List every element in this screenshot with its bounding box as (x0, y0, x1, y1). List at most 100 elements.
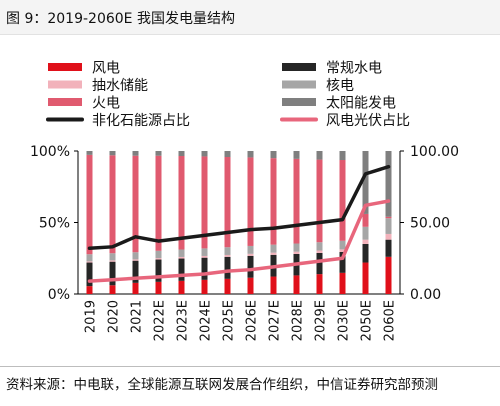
bar-segment-series-5 (247, 157, 254, 246)
bar-segment-series-3 (155, 258, 162, 260)
bar-segment-series-6 (224, 151, 231, 158)
bar-segment-series-1 (385, 256, 392, 294)
bar-segment-series-6 (155, 151, 162, 156)
bar-segment-series-6 (201, 151, 208, 157)
bar-segment-series-5 (362, 213, 369, 227)
bar-segment-series-3 (201, 255, 208, 258)
bar-segment-series-6 (339, 151, 346, 161)
point-series-8 (88, 279, 91, 283)
bar-segment-series-2 (316, 252, 323, 275)
point-series-7 (318, 221, 321, 224)
bar-segment-series-2 (155, 259, 162, 282)
bar-segment-series-6 (270, 151, 277, 159)
bar-segment-series-4 (270, 244, 277, 253)
point-series-7 (341, 218, 344, 222)
bar-segment-series-2 (132, 260, 139, 283)
legend-swatch-series-3 (48, 80, 82, 89)
point-series-7 (364, 172, 367, 176)
bar-segment-series-4 (109, 253, 116, 261)
x-tick-label: 2029E (314, 300, 329, 341)
bar-segment-series-1 (109, 285, 116, 294)
bar-segment-series-1 (293, 275, 300, 294)
point-series-7 (88, 246, 91, 250)
bar-segment-series-3 (270, 252, 277, 255)
legend-swatch-series-1 (48, 63, 82, 71)
bar-segment-series-4 (316, 242, 323, 251)
bar-segment-series-4 (201, 248, 208, 256)
bar-segment-series-6 (362, 151, 369, 214)
point-series-8 (295, 262, 298, 266)
bar-segment-series-5 (109, 155, 116, 254)
bar-segment-series-4 (86, 254, 93, 262)
bar-segment-series-4 (132, 252, 139, 260)
bar-segment-series-2 (178, 258, 185, 281)
legend-label-series-4: 核电 (326, 78, 354, 94)
bar-segment-series-4 (178, 249, 185, 257)
point-series-8 (111, 278, 114, 282)
line-series-7 (87, 164, 391, 250)
point-series-8 (226, 269, 229, 273)
y-left-tick-label: 0% (48, 287, 70, 303)
point-series-8 (341, 256, 344, 260)
bar-segment-series-3 (132, 259, 139, 261)
point-series-8 (203, 272, 206, 276)
bar-segment-series-1 (224, 278, 231, 294)
figure-title: 图 9：2019-2060E 我国发电量结构 (6, 11, 235, 27)
bar-segment-series-3 (109, 260, 116, 262)
y-right-tick-label: 100.00 (410, 144, 459, 160)
legend-label-series-3: 抽水储能 (92, 78, 148, 94)
bar-segment-series-5 (385, 216, 392, 219)
x-tick-label: 2025E (222, 300, 237, 341)
point-series-8 (180, 273, 183, 277)
x-tick-label: 2020 (107, 300, 122, 333)
bar-segment-series-1 (178, 280, 185, 294)
bar-segment-series-1 (339, 272, 346, 294)
bar-segment-series-1 (201, 279, 208, 294)
bar-segment-series-6 (86, 151, 93, 155)
bar-segment-series-6 (316, 151, 323, 160)
bar-segment-series-2 (201, 257, 208, 280)
bar-segment-series-6 (293, 151, 300, 159)
y-left-tick-label: 50% (39, 216, 70, 232)
point-series-7 (134, 235, 137, 239)
point-series-8 (387, 199, 390, 203)
point-series-8 (318, 259, 321, 263)
legend-swatch-series-5 (48, 98, 82, 106)
point-series-7 (203, 233, 206, 237)
point-series-7 (272, 226, 275, 230)
axes: 0% 50% 100% 0.00 50.00 100.00 2019 2020 2021 2022… (30, 144, 459, 341)
bar-segment-series-3 (86, 261, 93, 263)
x-tick-label: 2026E (245, 300, 260, 341)
point-series-8 (364, 203, 367, 207)
source-divider (0, 366, 500, 367)
bar-segment-series-5 (224, 157, 231, 248)
bar-segment-series-3 (178, 256, 185, 259)
legend-label-series-8: 风电光伏占比 (326, 113, 410, 129)
point-series-7 (387, 165, 390, 169)
legend-swatch-series-6 (282, 98, 316, 106)
bar-segment-series-4 (155, 250, 162, 259)
bar-segment-series-2 (385, 239, 392, 257)
bar-segment-series-2 (109, 261, 116, 286)
bar-segment-series-6 (385, 151, 392, 217)
bar-segment-series-5 (339, 160, 346, 241)
point-series-8 (134, 276, 137, 280)
legend-label-series-5: 火电 (92, 96, 120, 112)
bar-segment-series-6 (178, 151, 185, 157)
point-series-7 (295, 223, 298, 227)
bar-segment-series-6 (247, 151, 254, 158)
y-left-tick-label: 100% (30, 144, 70, 160)
lines (87, 164, 391, 283)
bar-segment-series-1 (247, 277, 254, 294)
bar-segment-series-5 (132, 155, 139, 253)
bar-segment-series-4 (339, 240, 346, 250)
source-note: 资料来源：中电联，全球能源互联网发展合作组织，中信证券研究部预测 (6, 377, 438, 393)
bar-segment-series-3 (293, 251, 300, 254)
bar-segment-series-1 (155, 281, 162, 294)
y-right-tick-label: 0.00 (410, 287, 441, 303)
bar-segment-series-3 (339, 249, 346, 252)
legend-label-series-1: 风电 (92, 61, 120, 77)
bar-segment-series-3 (224, 254, 231, 257)
